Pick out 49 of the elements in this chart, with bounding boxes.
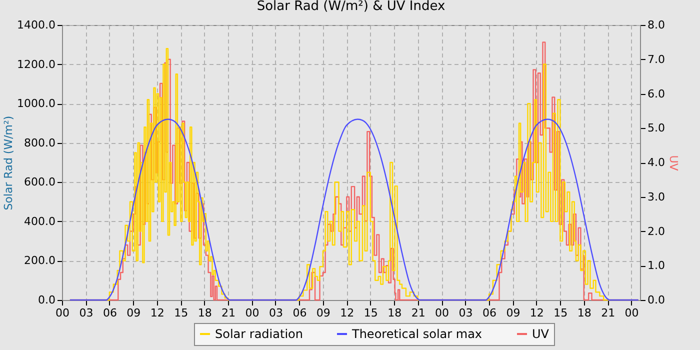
- x-tick-label: 06: [102, 306, 117, 320]
- x-tick-label: 09: [126, 306, 141, 320]
- y2-axis-title: UV: [666, 155, 680, 172]
- y-tick-label: 600.0: [24, 176, 56, 189]
- y2-tick-label: 7.0: [648, 52, 665, 66]
- x-tick-label: 21: [411, 306, 426, 320]
- x-tick-label: 18: [577, 306, 592, 320]
- y-tick-label: 1000.0: [17, 97, 56, 110]
- x-tick-label: 00: [56, 306, 70, 320]
- x-tick-label: 03: [79, 306, 94, 320]
- line-series: [69, 118, 640, 301]
- x-tick-label: 06: [482, 306, 496, 320]
- x-tick-label: 03: [268, 306, 283, 320]
- y2-tick-label: 4.0: [648, 156, 665, 169]
- x-tick-label: 18: [388, 306, 402, 320]
- y2-tick-label: 8.0: [648, 18, 665, 32]
- y-axis-title: Solar Rad (W/m²): [2, 116, 16, 210]
- y2-tick-label: 0.0: [648, 294, 665, 306]
- x-tick-label: 15: [174, 306, 188, 320]
- chart-title: Solar Rad (W/m²) & UV Index: [256, 0, 446, 14]
- x-tick-label: 09: [506, 306, 520, 320]
- y2-tick-label: 1.0: [648, 259, 665, 272]
- legend-label: Theoretical solar max: [351, 327, 482, 341]
- x-tick-label: 03: [458, 306, 473, 320]
- y-tick-label: 1400.0: [17, 18, 56, 32]
- x-tick-label: 00: [624, 306, 639, 320]
- x-tick-label: 12: [150, 306, 164, 320]
- x-tick-label: 09: [316, 306, 330, 320]
- y-tick-label: 400.0: [24, 214, 56, 228]
- x-tick-label: 18: [198, 306, 212, 320]
- y-tick-label: 800.0: [24, 136, 56, 150]
- x-tick-label: 00: [435, 306, 450, 320]
- y2-tick-label: 5.0: [648, 122, 665, 135]
- y-tick-label: 1200.0: [17, 58, 56, 71]
- y2-tick-label: 2.0: [648, 224, 665, 238]
- y2-tick-label: 6.0: [648, 87, 665, 100]
- x-tick-label: 21: [222, 306, 236, 320]
- y-tick-label: 200.0: [24, 254, 56, 268]
- legend-label: UV: [532, 327, 550, 341]
- x-tick-label: 00: [245, 306, 260, 320]
- x-tick-label: 12: [530, 306, 544, 320]
- x-tick-label: 06: [292, 306, 307, 320]
- x-tick-label: 21: [601, 306, 616, 320]
- y2-tick-label: 3.0: [648, 190, 665, 204]
- x-tick-label: 15: [364, 306, 378, 320]
- y-tick-label: 0.0: [38, 294, 56, 306]
- legend-label: Solar radiation: [215, 327, 303, 341]
- x-tick-label: 12: [340, 306, 354, 320]
- x-tick-label: 15: [554, 306, 568, 320]
